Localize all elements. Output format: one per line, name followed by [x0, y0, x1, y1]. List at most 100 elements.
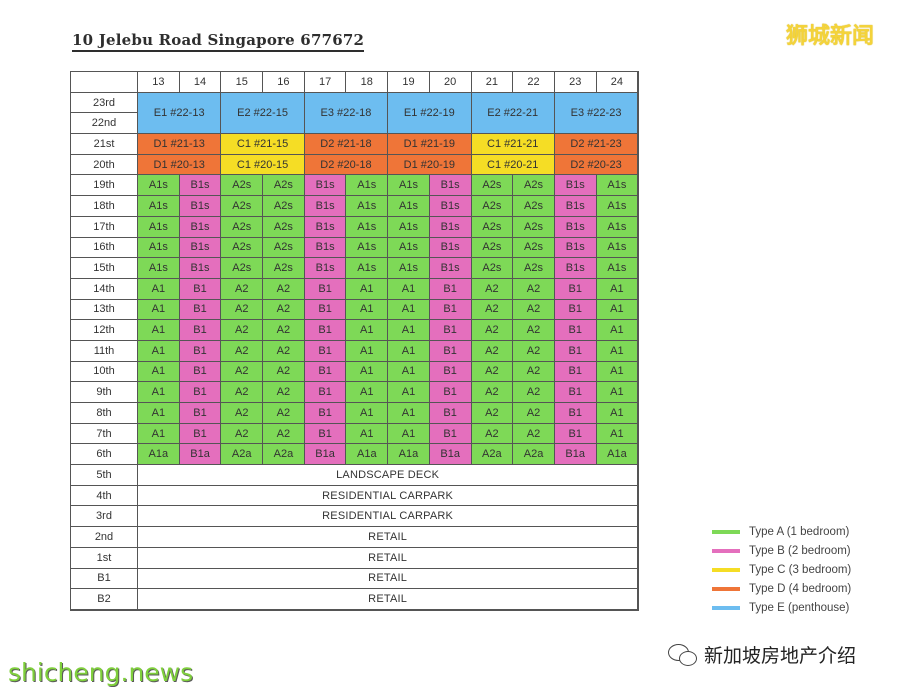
penthouse-unit: E3 #22-18 [304, 92, 389, 135]
unit-cell: A2s [471, 258, 514, 279]
unit-cell: B1 [304, 340, 347, 362]
unit-cell: A1 [596, 278, 639, 300]
unit-cell: A1 [138, 403, 180, 424]
unit-cell: A1s [596, 196, 639, 217]
unit-elevation-chart: 13 14 15 16 17 18 19 20 21 22 23 24 23rd 22nd E1 #22-1… [70, 71, 640, 611]
unit-cell: A2 [471, 278, 514, 300]
unit-cell: A2s [221, 258, 264, 279]
unit-cell: B1 [179, 403, 222, 424]
unit-cell: B1 [554, 423, 597, 445]
unit-cell: A1 [138, 278, 180, 300]
unit-cell: A1s [138, 258, 180, 279]
legend-swatch [712, 605, 740, 610]
unit-cell: B1 [304, 382, 347, 403]
unit-cell: B1 [179, 299, 222, 321]
non-residential-floor: RETAIL [138, 589, 639, 610]
floor-label: 2nd [71, 527, 138, 548]
unit-cell: A2a [221, 444, 264, 466]
unit-cell: A1s [138, 237, 180, 259]
unit-cell: A2 [263, 299, 305, 321]
unit-cell: A2 [263, 340, 305, 362]
unit-cell: B1s [554, 237, 597, 259]
legend-item: Type D (4 bedroom) [712, 579, 851, 598]
unit-cell: C1 #21-15 [221, 134, 305, 155]
unit-cell: A2 [471, 382, 514, 403]
page-title: 10 Jelebu Road Singapore 677672 [72, 31, 365, 52]
watermark-top-right: 狮城新闻 [786, 24, 875, 49]
floor-label: B1 [71, 568, 138, 590]
unit-cell: A1 [596, 340, 639, 362]
legend-label: Type C (3 bedroom) [749, 563, 852, 576]
unit-cell: A1s [388, 216, 430, 238]
unit-cell: B1 [304, 423, 347, 445]
unit-cell: A1s [388, 196, 430, 217]
unit-cell: A2 [513, 423, 555, 445]
unit-cell: A1 [596, 361, 639, 383]
column-header: 24 [596, 72, 639, 93]
unit-cell: A2 [263, 403, 305, 424]
unit-cell: B1 [554, 278, 597, 300]
column-header: 16 [263, 72, 305, 93]
unit-cell: B1 [429, 403, 472, 424]
unit-cell: B1s [554, 175, 597, 197]
unit-cell: A1s [138, 175, 180, 197]
unit-cell: B1 [554, 361, 597, 383]
unit-cell: B1a [554, 444, 597, 466]
watermark-bottom-right-text: 新加坡房地产介绍 [704, 645, 857, 667]
unit-cell: B1s [554, 258, 597, 279]
penthouse-unit: E2 #22-15 [221, 92, 305, 135]
unit-cell: B1 [179, 278, 222, 300]
unit-cell: D2 #20-23 [554, 154, 639, 176]
non-residential-floor: RETAIL [138, 547, 639, 569]
non-residential-floor: RESIDENTIAL CARPARK [138, 485, 639, 507]
floor-label: B2 [71, 589, 138, 610]
wechat-icon [668, 642, 698, 668]
unit-cell: A1 [346, 278, 389, 300]
unit-cell: A1 [346, 320, 389, 341]
unit-cell: A2s [513, 258, 555, 279]
unit-cell: B1 [304, 361, 347, 383]
unit-cell: A2 [221, 299, 264, 321]
unit-cell: A1 [388, 278, 430, 300]
legend-swatch [712, 586, 740, 591]
unit-cell: B1 [304, 320, 347, 341]
floor-label: 14th [71, 278, 138, 300]
unit-cell: A2s [263, 216, 305, 238]
unit-cell: B1s [304, 196, 347, 217]
unit-cell: B1s [554, 216, 597, 238]
unit-cell: A1s [138, 196, 180, 217]
unit-cell: A1s [138, 216, 180, 238]
unit-cell: A1 [596, 382, 639, 403]
watermark-bottom-right: 新加坡房地产介绍 [668, 641, 856, 668]
column-header: 14 [179, 72, 222, 93]
floor-label: 5th [71, 465, 138, 486]
unit-cell: A2 [263, 278, 305, 300]
floor-label: 11th [71, 340, 138, 362]
unit-cell: A2 [513, 403, 555, 424]
floor-label: 6th [71, 444, 138, 466]
legend: Type A (1 bedroom) Type B (2 bedroom) Type… [712, 522, 851, 617]
legend-label: Type E (penthouse) [749, 601, 850, 614]
unit-cell: A1s [346, 216, 389, 238]
unit-cell: A1a [596, 444, 639, 466]
unit-cell: B1 [429, 361, 472, 383]
unit-cell: A1 [346, 423, 389, 445]
unit-cell: A1 [346, 299, 389, 321]
unit-cell: B1s [179, 175, 222, 197]
unit-cell: A1s [388, 258, 430, 279]
unit-cell: A1 [138, 361, 180, 383]
unit-cell: A1 [596, 320, 639, 341]
unit-cell: A2s [263, 175, 305, 197]
unit-cell: B1 [304, 403, 347, 424]
unit-cell: B1 [179, 361, 222, 383]
unit-cell: A1 [388, 361, 430, 383]
unit-cell: B1s [429, 258, 472, 279]
legend-item: Type E (penthouse) [712, 598, 851, 617]
unit-cell: B1a [429, 444, 472, 466]
unit-cell: B1 [429, 299, 472, 321]
column-header: 17 [304, 72, 347, 93]
unit-cell: A2 [471, 320, 514, 341]
floor-label: 3rd [71, 506, 138, 528]
unit-cell: B1s [304, 258, 347, 279]
floor-label: 13th [71, 299, 138, 321]
